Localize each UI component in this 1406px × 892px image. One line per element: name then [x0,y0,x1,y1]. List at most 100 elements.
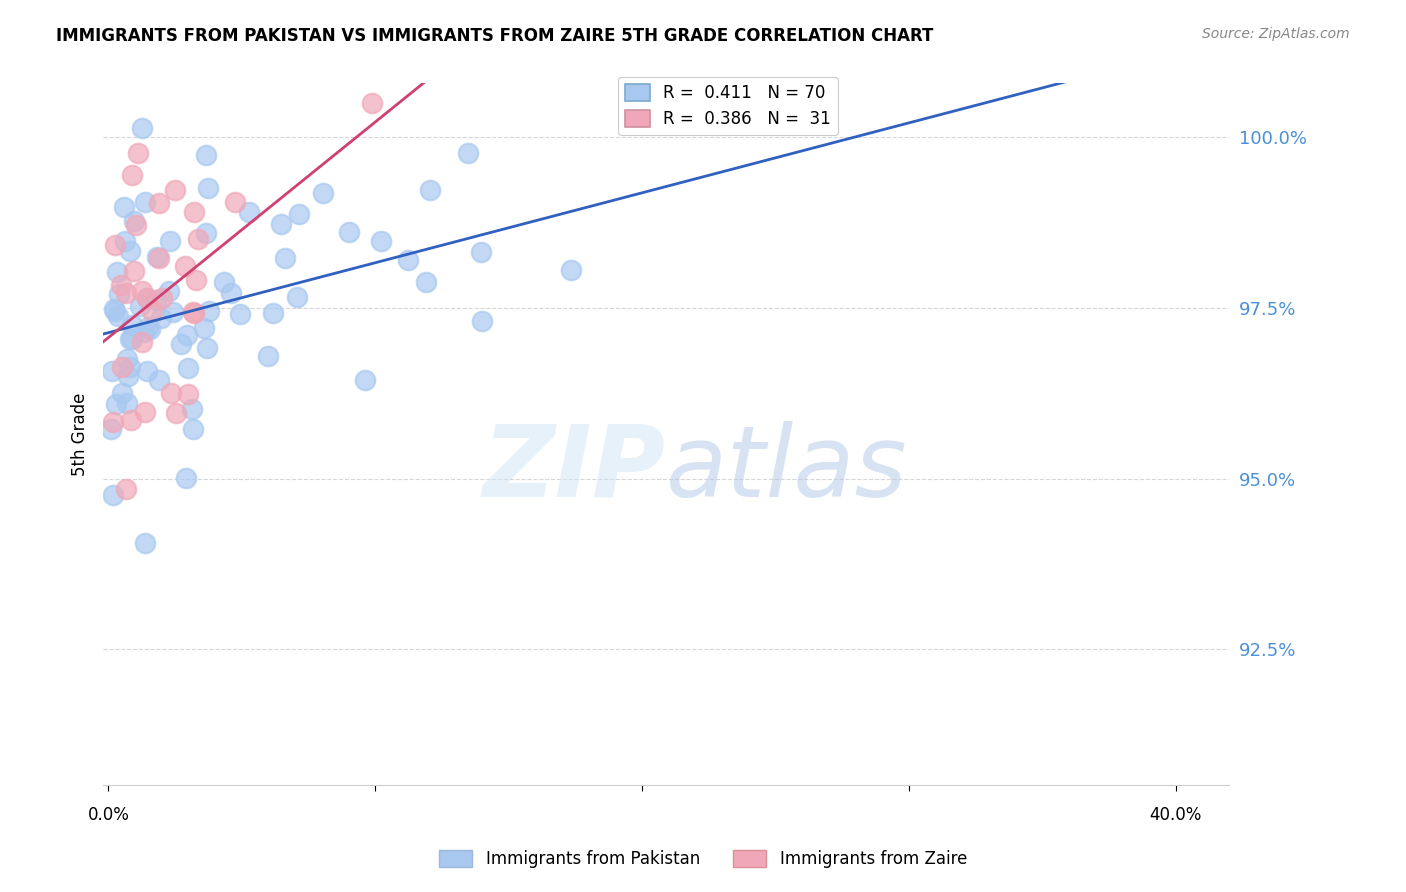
Point [183,205,205,219]
Point [288,207,311,221]
Point [181,422,204,436]
Point [129,298,152,312]
Point [136,291,159,305]
Point [471,314,494,328]
Point [285,290,308,304]
Point [174,471,197,485]
Point [107,309,129,323]
Point [122,213,145,227]
Point [470,244,492,259]
Point [165,406,187,420]
Legend: Immigrants from Pakistan, Immigrants from Zaire: Immigrants from Pakistan, Immigrants fro… [432,843,974,875]
Point [131,335,153,350]
Point [157,285,180,299]
Text: Source: ZipAtlas.com: Source: ZipAtlas.com [1202,27,1350,41]
Text: atlas: atlas [666,421,908,517]
Point [396,252,419,267]
Point [238,204,260,219]
Point [197,180,219,194]
Point [337,225,360,239]
Point [103,488,125,502]
Text: IMMIGRANTS FROM PAKISTAN VS IMMIGRANTS FROM ZAIRE 5TH GRADE CORRELATION CHART: IMMIGRANTS FROM PAKISTAN VS IMMIGRANTS F… [56,27,934,45]
Point [148,251,170,265]
Point [150,291,173,305]
Legend: R =  0.411   N = 70, R =  0.386   N =  31: R = 0.411 N = 70, R = 0.386 N = 31 [619,77,838,135]
Point [145,293,167,308]
Point [103,301,125,316]
Point [136,291,159,305]
Point [120,244,142,258]
Point [170,336,193,351]
Point [104,238,127,252]
Point [121,332,143,346]
Point [141,303,163,318]
Point [127,145,149,160]
Point [108,287,131,301]
Point [214,275,236,289]
Point [134,535,156,549]
Point [415,275,437,289]
Point [114,200,136,214]
Point [136,364,159,378]
Point [193,321,215,335]
Point [132,325,155,339]
Point [274,251,297,265]
Point [198,304,221,318]
Point [229,307,252,321]
Point [256,349,278,363]
Point [194,148,217,162]
Point [114,234,136,248]
Point [174,260,197,274]
Point [177,360,200,375]
Point [104,397,127,411]
Point [117,368,139,383]
Point [115,352,138,367]
Y-axis label: 5th Grade: 5th Grade [72,392,89,475]
Text: ZIP: ZIP [484,421,666,517]
Point [111,385,134,400]
Point [184,273,207,287]
Point [148,372,170,386]
Point [110,278,132,293]
Point [163,183,186,197]
Point [114,285,136,300]
Point [457,145,479,160]
Point [361,96,384,111]
Point [195,342,218,356]
Point [160,385,183,400]
Point [148,196,170,211]
Point [176,327,198,342]
Point [312,186,335,200]
Point [131,285,153,299]
Point [370,234,392,248]
Point [105,265,128,279]
Point [262,306,284,320]
Point [120,360,142,375]
Point [270,217,292,231]
Point [221,286,243,301]
Point [134,405,156,419]
Text: 40.0%: 40.0% [1149,806,1202,824]
Point [120,413,142,427]
Point [353,373,375,387]
Point [224,195,246,210]
Text: 0.0%: 0.0% [87,806,129,824]
Point [149,311,172,326]
Point [181,402,204,417]
Point [114,482,136,496]
Point [121,169,143,183]
Point [124,264,146,278]
Point [187,232,209,246]
Point [118,332,141,346]
Point [101,364,124,378]
Point [104,303,127,318]
Point [162,305,184,319]
Point [146,250,169,264]
Point [115,396,138,410]
Point [125,218,148,232]
Point [194,226,217,240]
Point [100,422,122,436]
Point [139,322,162,336]
Point [101,415,124,429]
Point [134,195,156,210]
